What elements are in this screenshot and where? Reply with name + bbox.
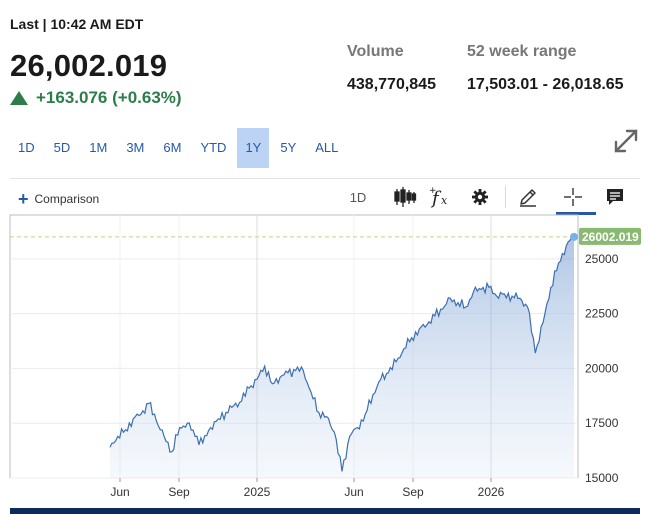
draw-button[interactable]	[516, 184, 540, 210]
crosshair-active-indicator	[556, 212, 596, 215]
range-tab-6m[interactable]: 6M	[163, 140, 182, 155]
price-line	[109, 236, 575, 472]
range-tab-5y[interactable]: 5Y	[280, 140, 297, 155]
footer-bar	[10, 508, 640, 514]
comments-button[interactable]	[603, 184, 627, 210]
x-tick-label: Jun	[110, 485, 129, 499]
range-tab-3m[interactable]: 3M	[126, 140, 145, 155]
comment-icon	[607, 189, 623, 205]
interval-button[interactable]: 1D	[349, 189, 367, 205]
last-updated-label: Last | 10:42 AM EDT	[10, 16, 144, 32]
last-price-label: 26002.019	[582, 230, 639, 244]
settings-button[interactable]	[468, 184, 492, 210]
range-tab-ytd[interactable]: YTD	[200, 140, 227, 155]
y-tick-label: 15000	[585, 471, 619, 485]
x-tick-label: 2025	[244, 485, 271, 499]
current-price: 26,002.019	[10, 48, 168, 83]
svg-text:+: +	[429, 186, 437, 196]
up-triangle-icon	[10, 91, 28, 105]
week-range-value: 17,503.01 - 26,018.65	[467, 76, 624, 93]
candlestick-icon	[394, 187, 417, 207]
pencil-icon	[520, 189, 536, 207]
y-tick-label: 20000	[585, 361, 619, 375]
price-change-value: +163.076 (+0.63%)	[36, 88, 182, 107]
y-tick-label: 17500	[585, 416, 619, 430]
gear-icon	[472, 189, 488, 205]
crosshair-button[interactable]	[560, 184, 586, 210]
range-tab-1m[interactable]: 1M	[89, 140, 108, 155]
last-price-dot	[570, 232, 578, 241]
range-tab-5d[interactable]: 5D	[53, 140, 71, 155]
svg-text:x: x	[441, 194, 448, 207]
y-tick-label: 25000	[585, 252, 619, 266]
expand-icon[interactable]	[612, 127, 640, 155]
plus-icon: +	[18, 189, 29, 209]
y-axis-ticks: 15000 17500 20000 22500 25000	[585, 252, 619, 485]
x-tick-label: 2026	[478, 485, 505, 499]
function-icon: f x +	[429, 186, 448, 209]
x-tick-label: Jun	[344, 485, 363, 499]
x-axis-ticks: Jun Sep 2025 Jun Sep 2026	[110, 485, 504, 499]
range-tab-1d[interactable]: 1D	[18, 140, 35, 155]
indicators-button[interactable]: f x +	[428, 184, 454, 210]
price-change: +163.076 (+0.63%)	[10, 88, 182, 108]
week-range-label: 52 week range	[467, 43, 577, 60]
volume-value: 438,770,845	[347, 76, 436, 93]
volume-label: Volume	[347, 43, 404, 60]
comparison-label: Comparison	[34, 192, 100, 206]
x-tick-label: Sep	[402, 485, 424, 499]
range-tab-all[interactable]: ALL	[315, 140, 339, 155]
range-tabs: 1D 5D 1M 3M 6M YTD 1Y 5Y ALL	[10, 128, 349, 168]
toolbar-divider	[505, 186, 506, 208]
range-tab-1y[interactable]: 1Y	[237, 128, 270, 168]
y-tick-label: 22500	[585, 307, 619, 321]
last-price-label-bg	[579, 227, 641, 245]
comparison-button[interactable]: + Comparison	[18, 190, 99, 208]
candlestick-button[interactable]	[392, 184, 418, 210]
price-area	[110, 236, 574, 478]
toolbar-separator	[10, 178, 640, 179]
crosshair-icon	[564, 188, 582, 206]
x-tick-label: Sep	[168, 485, 190, 499]
